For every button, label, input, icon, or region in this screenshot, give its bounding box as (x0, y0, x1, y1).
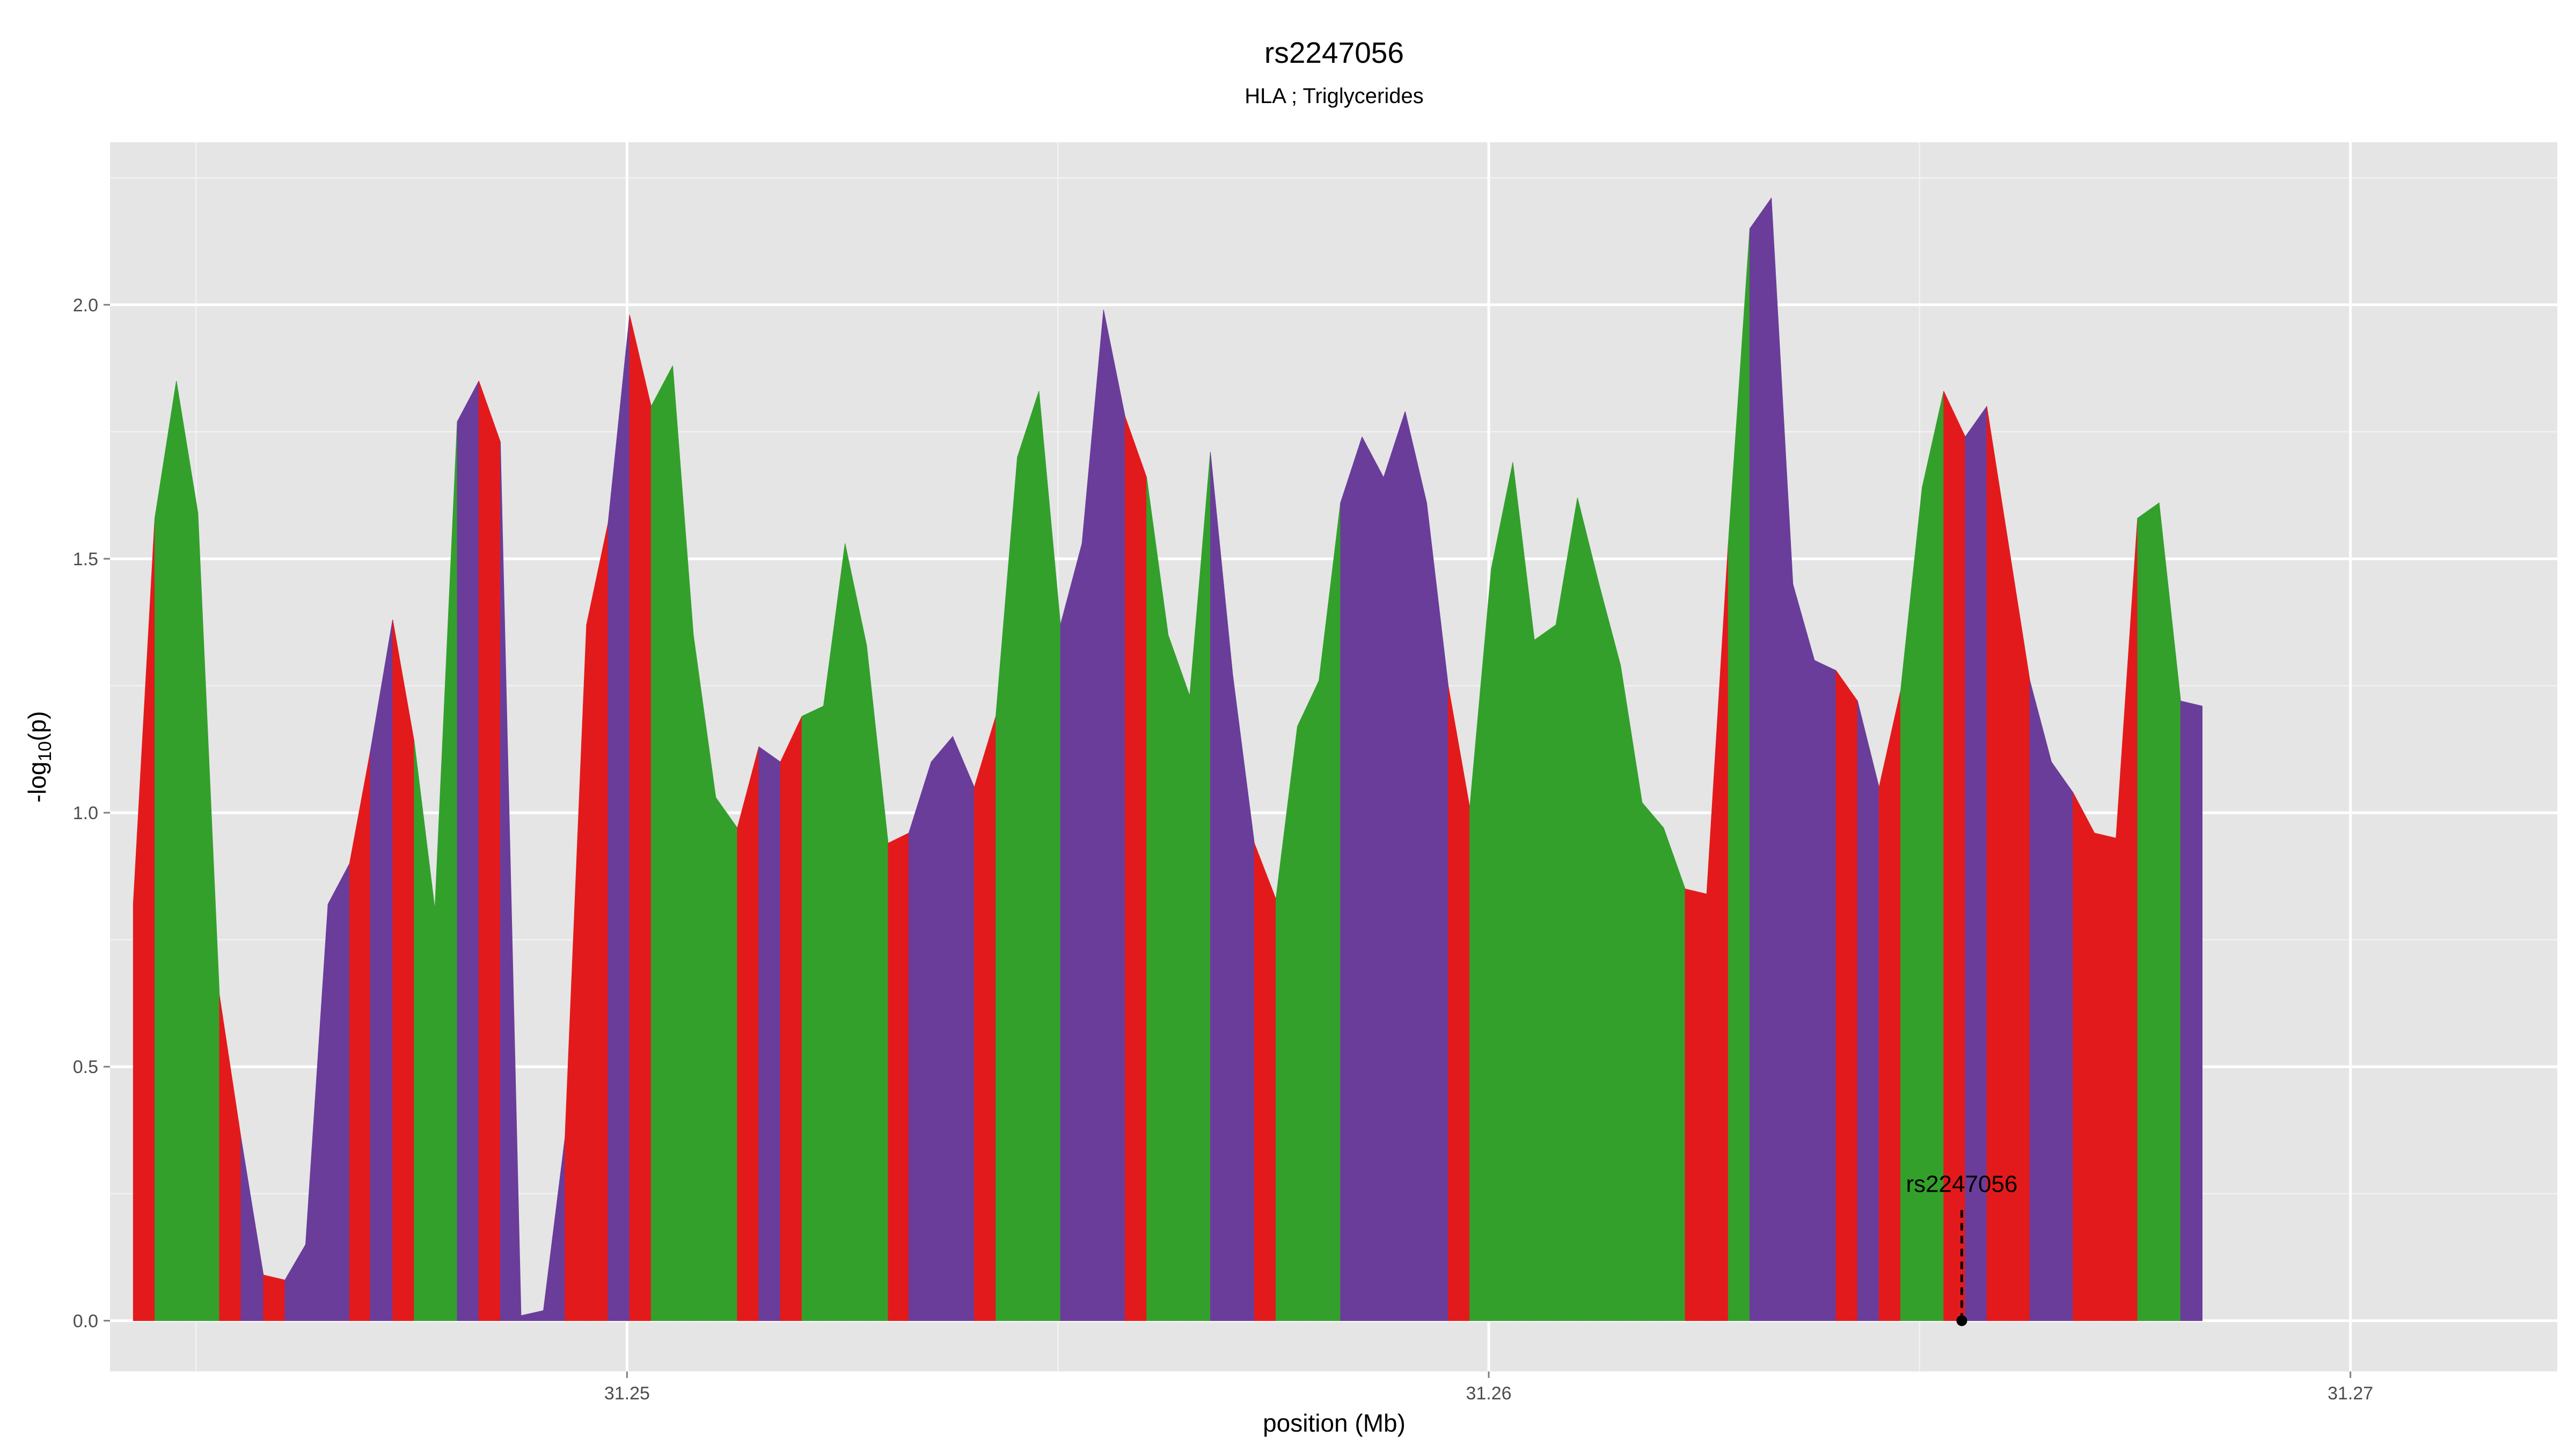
area-segment (1642, 801, 1664, 1321)
area-segment (1297, 680, 1320, 1321)
y-tick-label: 0.0 (73, 1311, 98, 1331)
area-segment (1663, 828, 1686, 1321)
area-segment (2137, 502, 2160, 1321)
area-segment (1577, 498, 1600, 1321)
area-segment (650, 366, 673, 1321)
y-axis-title-main: -log (23, 762, 51, 803)
x-tick-label: 31.27 (2328, 1383, 2373, 1404)
area-segment (1103, 310, 1125, 1321)
x-tick-label: 31.26 (1466, 1383, 1511, 1404)
area-segment (478, 381, 501, 1321)
chart-subtitle: HLA ; Triglycerides (1245, 84, 1423, 108)
area-segment (1750, 197, 1772, 1321)
area-segment (2073, 792, 2095, 1321)
y-tick-label: 1.5 (73, 549, 98, 570)
area-segment (931, 735, 953, 1321)
y-tick-label: 1.0 (73, 803, 98, 823)
area-segment (457, 381, 479, 1321)
area-segment (2029, 680, 2052, 1321)
area-segment (1599, 584, 1621, 1321)
y-axis-title-tail: (p) (23, 711, 51, 741)
area-segment (1534, 624, 1556, 1321)
area-segment (1340, 436, 1363, 1321)
area-segment (392, 619, 415, 1321)
area-segment (1555, 498, 1578, 1321)
area-segment (2180, 701, 2202, 1321)
area-segment (908, 762, 932, 1321)
area-segment (327, 863, 350, 1321)
y-axis-title: -log10(p) (23, 711, 55, 803)
area-segment (1168, 634, 1190, 1321)
data-areas (133, 197, 2202, 1321)
area-segment (780, 716, 802, 1321)
area-segment (952, 736, 975, 1321)
y-tick-label: 2.0 (73, 295, 98, 316)
y-axis-ticks: 0.0 0.5 1.0 1.5 2.0 (73, 295, 110, 1331)
x-axis-title: position (Mb) (1263, 1409, 1406, 1437)
y-tick-label: 0.5 (73, 1057, 98, 1077)
area-segment (1254, 843, 1276, 1321)
area-segment (1857, 701, 1879, 1321)
area-segment (1124, 416, 1147, 1321)
area-segment (737, 746, 759, 1321)
area-segment (1017, 391, 1040, 1321)
area-segment (1491, 462, 1513, 1321)
area-segment (2094, 833, 2117, 1321)
area-segment (758, 746, 781, 1321)
area-segment (2051, 761, 2074, 1321)
area-segment (1362, 436, 1384, 1321)
area-segment (845, 543, 867, 1321)
svg-text:-log10(p): -log10(p) (23, 711, 55, 803)
area-segment (586, 523, 609, 1321)
area-segment (974, 716, 997, 1321)
area-segment (801, 705, 824, 1321)
area-segment (1878, 690, 1901, 1321)
x-tick-label: 31.25 (604, 1383, 650, 1404)
area-segment (888, 833, 909, 1321)
area-segment (629, 315, 652, 1321)
area-segment (1835, 669, 1858, 1321)
area-segment (715, 797, 738, 1321)
chart-title: rs2247056 (1264, 36, 1404, 69)
area-segment (1792, 584, 1815, 1321)
annotation-label: rs2247056 (1906, 1171, 2018, 1197)
area-segment (1814, 660, 1836, 1321)
x-axis-ticks: 31.25 31.26 31.27 (604, 1371, 2373, 1404)
area-segment (1060, 543, 1082, 1321)
area-segment (1685, 888, 1707, 1321)
y-axis-title-subscript: 10 (35, 741, 55, 762)
area-segment (2008, 543, 2030, 1321)
area-segment (154, 381, 177, 1321)
snp-annotation: rs2247056 (1906, 1171, 2018, 1326)
area-segment (1404, 411, 1427, 1321)
area-segment (1383, 411, 1406, 1321)
area-segment (263, 1274, 286, 1321)
annotation-point (1956, 1315, 1967, 1326)
area-segment (176, 381, 199, 1321)
